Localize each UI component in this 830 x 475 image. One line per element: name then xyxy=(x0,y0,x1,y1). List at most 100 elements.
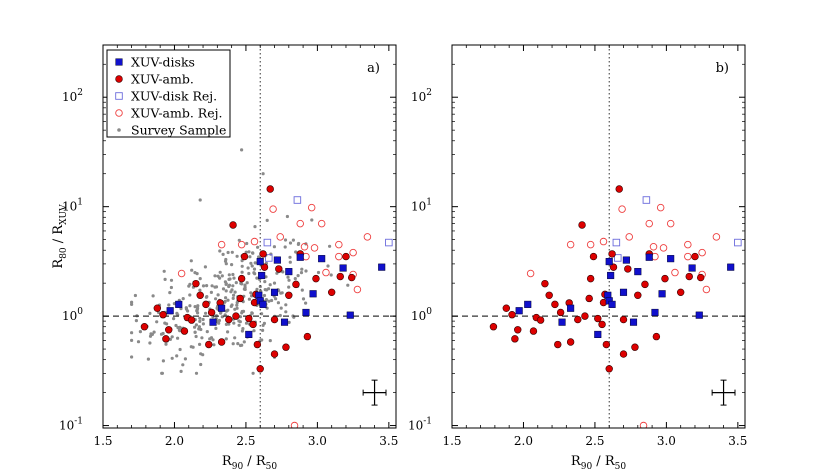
survey-point xyxy=(253,261,257,265)
survey-point xyxy=(291,238,295,242)
survey-point xyxy=(193,330,197,334)
xuv-disks-point xyxy=(622,256,630,264)
survey-point xyxy=(300,267,304,271)
xuv-amb-point xyxy=(270,315,279,324)
survey-point xyxy=(263,280,267,284)
xuv-amb-point xyxy=(285,291,293,299)
survey-point xyxy=(179,369,183,373)
xuv-amb-rej-point xyxy=(363,233,372,241)
legend-label: Survey Sample xyxy=(131,123,226,138)
survey-point xyxy=(265,218,269,222)
survey-point xyxy=(164,342,168,346)
xuv-amb-rej-point xyxy=(322,268,330,277)
xuv-amb-point xyxy=(598,320,606,329)
legend-marker xyxy=(115,92,123,100)
xuv-disks-point xyxy=(245,330,253,338)
x-tick-label: 1.5 xyxy=(442,434,461,448)
legend-marker xyxy=(115,75,123,83)
xuv-amb-point xyxy=(489,323,498,331)
survey-point xyxy=(167,303,171,307)
survey-point xyxy=(257,255,261,259)
survey-point xyxy=(130,338,134,342)
survey-point xyxy=(168,291,172,295)
xuv-amb-point xyxy=(581,312,589,320)
xuv-amb-rej-point xyxy=(317,219,326,228)
survey-point xyxy=(130,300,134,304)
survey-point xyxy=(175,354,179,358)
survey-point xyxy=(213,285,217,289)
x-label-sub: 50 xyxy=(615,462,627,472)
xuv-amb-rej-point xyxy=(335,240,343,249)
xuv-amb-rej-point xyxy=(566,240,575,249)
survey-point xyxy=(163,321,167,325)
xuv-disks-point xyxy=(634,268,642,276)
survey-point xyxy=(198,316,202,320)
survey-point xyxy=(183,357,187,361)
xuv-amb-point xyxy=(159,311,167,319)
survey-point xyxy=(238,343,243,348)
xuv-disk-rej-point xyxy=(263,238,272,247)
y-tick-exponent: -1 xyxy=(74,417,83,427)
xuv-amb-point xyxy=(514,326,522,334)
survey-point xyxy=(130,355,134,359)
survey-point xyxy=(235,303,239,307)
xuv-amb-point xyxy=(541,279,549,288)
survey-point xyxy=(256,245,260,249)
survey-point xyxy=(268,339,272,343)
xuv-amb-point xyxy=(275,265,283,273)
survey-point xyxy=(224,282,228,286)
survey-point xyxy=(234,281,238,285)
xuv-amb-point xyxy=(619,315,628,324)
survey-point xyxy=(284,310,288,314)
survey-point xyxy=(169,278,174,282)
survey-point xyxy=(250,264,254,268)
y-label-sub: 80 xyxy=(59,247,69,259)
survey-point xyxy=(178,325,182,329)
xuv-amb-point xyxy=(245,314,253,323)
survey-point xyxy=(224,309,229,313)
survey-point xyxy=(275,271,279,275)
x-label-sub: 90 xyxy=(581,462,593,472)
survey-point xyxy=(226,250,230,255)
survey-point xyxy=(288,260,292,264)
survey-point xyxy=(205,284,209,288)
survey-point xyxy=(224,262,228,266)
xuv-amb-point xyxy=(605,365,613,373)
survey-point xyxy=(237,238,241,242)
y-tick-label: 102 xyxy=(411,88,432,104)
xuv-amb-rej-point xyxy=(177,269,186,278)
x-tick-label: 3.0 xyxy=(308,434,327,448)
xuv-disks-point xyxy=(218,304,226,312)
survey-point xyxy=(224,337,228,341)
xuv-amb-point xyxy=(556,308,565,317)
survey-point xyxy=(148,311,152,315)
survey-point xyxy=(304,301,308,305)
xuv-disks-point xyxy=(166,307,174,315)
xuv-amb-point xyxy=(551,300,559,309)
survey-point xyxy=(201,322,205,326)
survey-point xyxy=(240,148,244,152)
survey-point xyxy=(247,271,251,276)
survey-point xyxy=(279,306,283,310)
y-tick-label: 10-1 xyxy=(408,417,432,433)
xuv-disks-point xyxy=(273,256,281,264)
survey-point xyxy=(272,245,276,249)
survey-point xyxy=(301,297,306,301)
xuv-disks-point xyxy=(259,300,267,308)
legend-marker xyxy=(115,109,123,117)
survey-point xyxy=(162,269,166,273)
survey-point xyxy=(176,336,180,340)
survey-point xyxy=(199,362,203,367)
panel-label: a) xyxy=(367,61,380,76)
y-tick-label: 10-1 xyxy=(59,417,83,433)
xuv-disks-point xyxy=(285,268,293,276)
survey-point xyxy=(138,330,142,334)
survey-point xyxy=(205,330,209,334)
survey-point xyxy=(294,250,298,254)
survey-point xyxy=(300,288,304,292)
error-bar xyxy=(711,379,736,406)
xuv-disk-rej-point xyxy=(265,254,273,262)
xuv-disks-point xyxy=(727,263,735,271)
survey-point xyxy=(245,281,249,285)
survey-point xyxy=(134,319,138,323)
